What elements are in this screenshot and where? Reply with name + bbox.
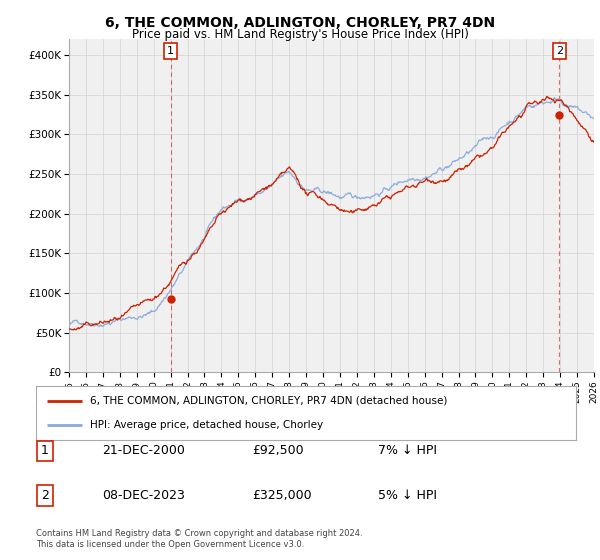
Text: £92,500: £92,500 <box>252 444 304 458</box>
Text: 08-DEC-2023: 08-DEC-2023 <box>102 489 185 502</box>
Text: 1: 1 <box>41 444 49 458</box>
Text: 7% ↓ HPI: 7% ↓ HPI <box>378 444 437 458</box>
Text: 1: 1 <box>167 46 174 56</box>
Text: HPI: Average price, detached house, Chorley: HPI: Average price, detached house, Chor… <box>90 420 323 430</box>
Text: 2: 2 <box>41 489 49 502</box>
Text: 6, THE COMMON, ADLINGTON, CHORLEY, PR7 4DN (detached house): 6, THE COMMON, ADLINGTON, CHORLEY, PR7 4… <box>90 396 448 406</box>
Text: £325,000: £325,000 <box>252 489 311 502</box>
Text: Contains HM Land Registry data © Crown copyright and database right 2024.
This d: Contains HM Land Registry data © Crown c… <box>36 529 362 549</box>
Text: 5% ↓ HPI: 5% ↓ HPI <box>378 489 437 502</box>
Text: 6, THE COMMON, ADLINGTON, CHORLEY, PR7 4DN: 6, THE COMMON, ADLINGTON, CHORLEY, PR7 4… <box>105 16 495 30</box>
Text: 21-DEC-2000: 21-DEC-2000 <box>102 444 185 458</box>
Text: Price paid vs. HM Land Registry's House Price Index (HPI): Price paid vs. HM Land Registry's House … <box>131 28 469 41</box>
Text: 2: 2 <box>556 46 563 56</box>
